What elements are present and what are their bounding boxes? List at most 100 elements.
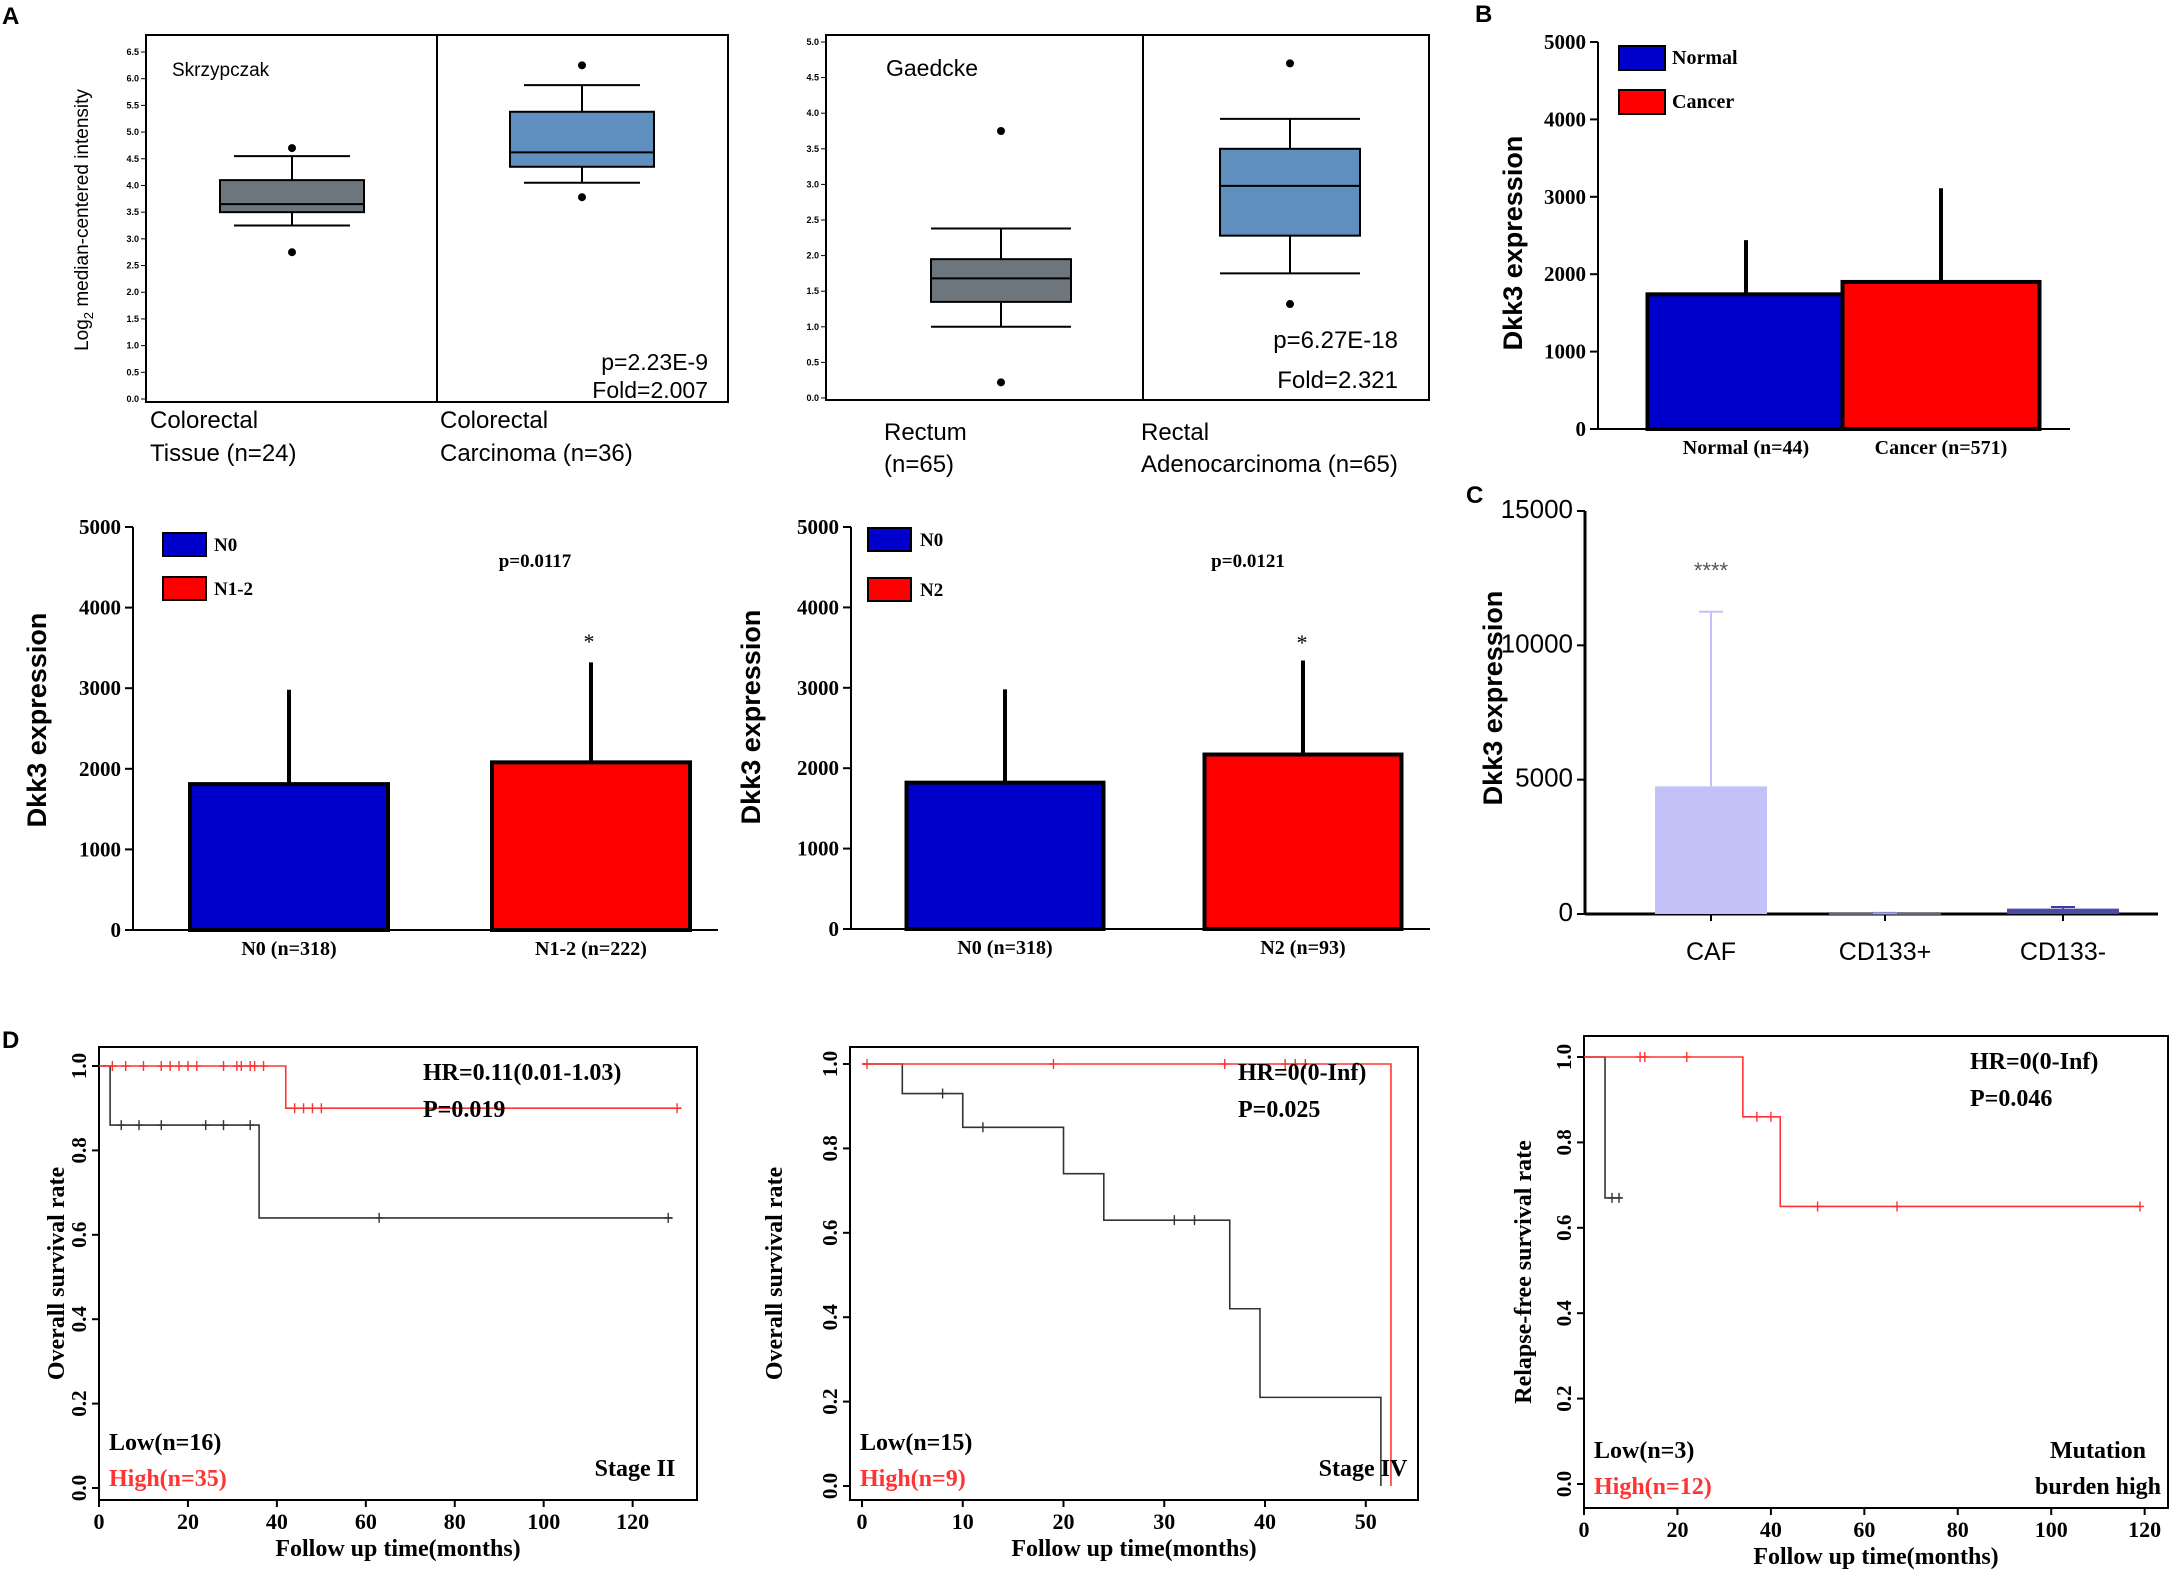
y-tick-label: 0: [111, 918, 122, 942]
km-curve-low: [99, 1065, 673, 1219]
km-curve-high: [862, 1063, 1392, 1486]
y-tick-label: 0: [1559, 897, 1573, 927]
plot-frame: [98, 1046, 698, 1501]
x-axis-label: Follow up time(months): [1753, 1544, 1998, 1570]
censor-mark: [1615, 1192, 1624, 1203]
y-ticks: 0.0 0.5 1.0 1.5 2.0 2.5 3.0 3.5 4.0 4.5 5.0: [806, 37, 826, 403]
panel-label-d: D: [2, 1027, 19, 1054]
x-category-label: CAF: [1686, 938, 1736, 966]
high-group-label: High(n=9): [860, 1466, 966, 1492]
x-axis-label: Follow up time(months): [275, 1536, 520, 1562]
y-tick-label: 4.5: [126, 154, 139, 164]
bar-0: [188, 782, 390, 933]
logrank-p: P=0.025: [1238, 1097, 1320, 1123]
bar-chart-n0-vs-n2: 0 1000 2000 3000 4000 5000 N0 (n=318) N2 (n=93)…: [736, 515, 1430, 959]
y-tick-label: 3.0: [806, 179, 819, 189]
y-tick-label: 5000: [1544, 30, 1586, 54]
censor-mark: [1640, 1052, 1649, 1062]
bar-chart-c: 0 5000 10000 15000 CAF CD133+ CD133- Dkk3 expr…: [1478, 494, 2158, 966]
x-tick-label: 80: [1947, 1517, 1969, 1542]
x-tick-label: 40: [1760, 1517, 1782, 1542]
legend-swatch-n2: [867, 577, 912, 602]
y-axis-label: Dkk3 expression: [1498, 136, 1528, 351]
x-tick-label: 30: [1153, 1509, 1175, 1534]
censor-mark: [201, 1120, 210, 1131]
y-tick-label: 0.4: [818, 1304, 842, 1331]
censor-mark: [175, 1061, 184, 1071]
y-tick-label: 3000: [79, 676, 121, 700]
censor-mark: [139, 1061, 148, 1071]
legend-label-n2: N2: [920, 580, 943, 601]
y-tick-label: 0.2: [818, 1388, 842, 1414]
hazard-ratio: HR=0(0-Inf): [1238, 1060, 1366, 1086]
axes: 0 1000 2000 3000 4000 5000 N0 (n=318) N2 (n=93): [797, 515, 1430, 959]
boxes: [219, 61, 655, 257]
x-tick-label: 120: [616, 1509, 649, 1534]
y-tick-label: 0.8: [1552, 1129, 1576, 1155]
x-tick-label: 0: [857, 1509, 868, 1534]
censor-mark: [1291, 1059, 1300, 1069]
y-tick-label: 5.0: [806, 37, 819, 47]
y-tick-label: 1.5: [806, 286, 819, 296]
y-ticks: 0.0 0.5 1.0 1.5 2.0 2.5 3.0 3.5 4.0 4.5 5.0 5.5 6.0 6…: [126, 47, 146, 404]
censor-mark: [1893, 1201, 1902, 1212]
y-tick-label: 0.0: [126, 394, 139, 404]
logrank-p: P=0.019: [423, 1097, 505, 1123]
y-tick-label: 0.6: [1552, 1215, 1576, 1241]
y-axis-label: Dkk3 expression: [1478, 591, 1508, 806]
bar-0: [1645, 292, 1847, 431]
bar-0: [904, 780, 1106, 931]
censor-mark: [108, 1061, 117, 1071]
y-tick-label: 6.0: [126, 74, 139, 84]
plot-frame: [1583, 1035, 2169, 1509]
outlier-point: [997, 378, 1005, 387]
censor-mark: [259, 1061, 268, 1071]
y-tick-label: 3000: [1544, 185, 1586, 209]
outlier-point: [288, 248, 296, 257]
censor-mark: [1813, 1201, 1822, 1212]
x-category-label: CD133+: [1839, 938, 1931, 966]
panel-label-c: C: [1466, 482, 1483, 509]
censor-mark: [299, 1103, 308, 1114]
fold-change: Fold=2.007: [592, 377, 708, 403]
censor-mark: [317, 1103, 326, 1114]
fold-change: Fold=2.321: [1277, 367, 1398, 394]
y-axis-label: Dkk3 expression: [736, 610, 766, 825]
x-tick-label: 60: [1853, 1517, 1875, 1542]
significance-stars: ****: [1694, 558, 1729, 583]
iqr-box: [219, 179, 365, 214]
x-category-label: N2 (n=93): [1260, 937, 1345, 959]
y-tick-label: 4000: [797, 595, 839, 619]
bars: [904, 660, 1404, 931]
group-label-line1: Colorectal: [150, 407, 258, 434]
y-tick-label: 0: [1576, 417, 1587, 441]
y-tick-label: 1.5: [126, 314, 139, 324]
outlier-point: [288, 144, 296, 153]
censor-mark: [166, 1061, 175, 1071]
y-tick-label: 5000: [79, 515, 121, 539]
x-tick-label: 20: [1053, 1509, 1075, 1534]
bar-2: [2007, 908, 2119, 914]
y-tick-label: 1.0: [818, 1051, 842, 1077]
bars: [1645, 188, 2042, 431]
x-category-label: Normal (n=44): [1683, 437, 1809, 459]
x-tick-label: 120: [2128, 1517, 2161, 1542]
low-group-label: Low(n=3): [1594, 1438, 1694, 1464]
group-label-line2: Tissue (n=24): [150, 440, 297, 467]
y-tick-label: 1.0: [1552, 1044, 1576, 1070]
y-tick-label: 0.6: [818, 1220, 842, 1246]
panel-label-a: A: [2, 3, 19, 30]
censor-mark: [673, 1103, 682, 1114]
y-tick-label: 15000: [1501, 494, 1573, 524]
outlier-point: [997, 127, 1005, 135]
p-value: p=0.0121: [1211, 551, 1285, 572]
y-tick-label: 0.5: [806, 357, 819, 367]
subgroup-label: Stage II: [595, 1456, 676, 1482]
y-tick-label: 0: [829, 917, 840, 941]
outlier-point: [578, 61, 586, 70]
box-plot-skrzypczak: 0.0 0.5 1.0 1.5 2.0 2.5 3.0 3.5 4.0 4.5 5.0 5.5 6.0 6…: [72, 34, 729, 467]
x-tick-label: 60: [355, 1509, 377, 1534]
x-tick-label: 40: [1254, 1509, 1276, 1534]
censor-mark: [117, 1120, 126, 1131]
